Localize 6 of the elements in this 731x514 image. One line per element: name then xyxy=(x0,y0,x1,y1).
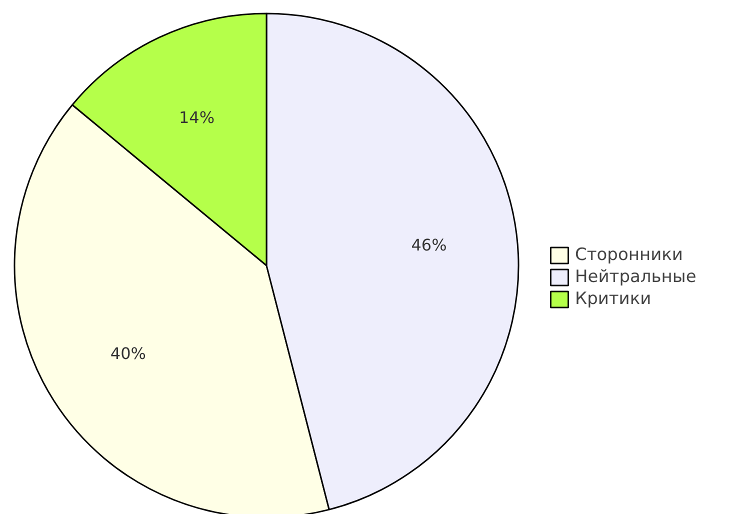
data-label: 14% xyxy=(178,108,215,127)
legend-label: Критики xyxy=(575,289,652,309)
legend-label: Нейтральные xyxy=(575,267,696,287)
legend-label: Сторонники xyxy=(575,245,683,265)
data-label: 46% xyxy=(411,235,447,254)
data-label: 40% xyxy=(110,344,146,363)
